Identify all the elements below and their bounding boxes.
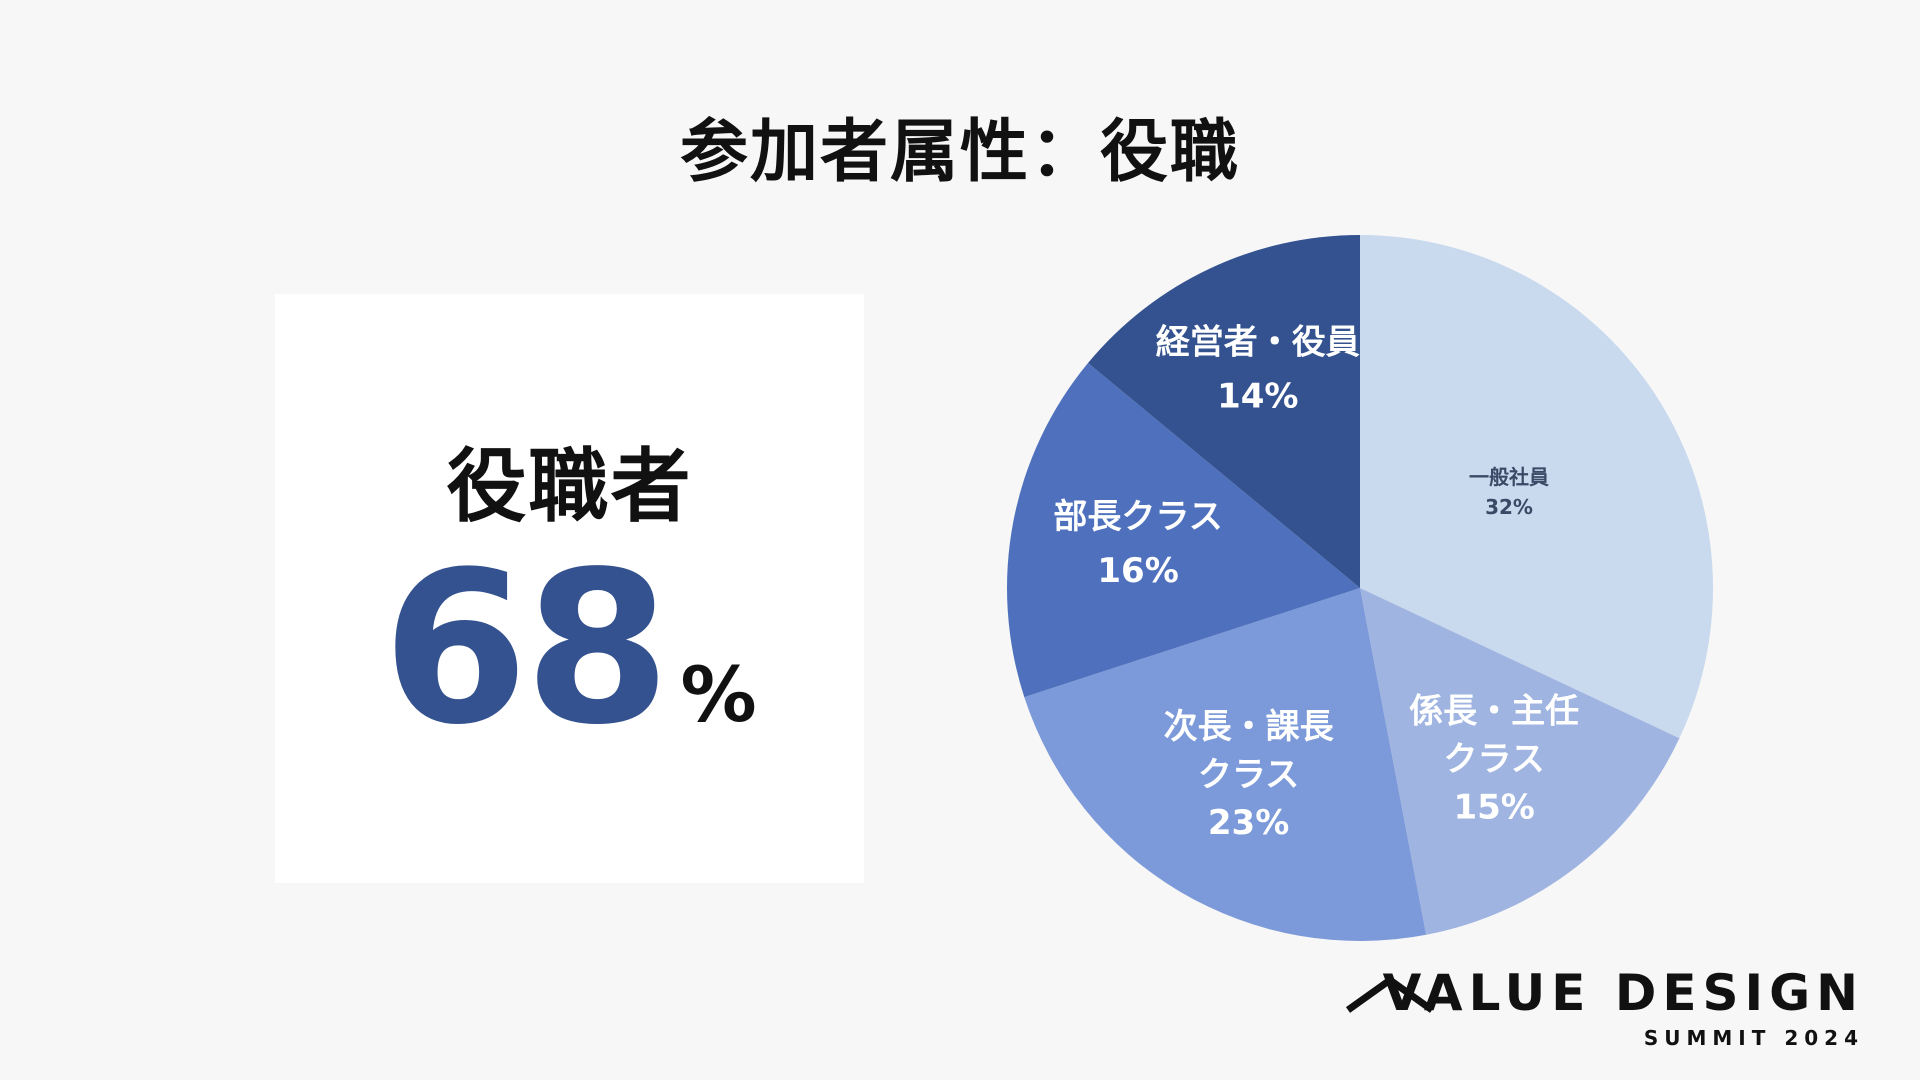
slice-category-label: クラス <box>1443 739 1544 779</box>
pie-slice <box>1024 588 1427 941</box>
slice-category-label: 次長・課長 <box>1164 707 1335 747</box>
stat-number: 68 <box>382 526 670 771</box>
stat-card: 役職者 68% <box>275 294 864 883</box>
pie-slice <box>1360 588 1680 935</box>
stat-value: 68% <box>275 544 864 754</box>
pie-slice <box>1007 362 1360 698</box>
slice-percent-label: 16% <box>1097 551 1178 591</box>
logo-name: VALUE DESIGN <box>1382 964 1864 1022</box>
slice-percent-label: 14% <box>1217 376 1298 416</box>
brand-logo: VALUE DESIGN SUMMIT 2024 <box>1344 964 1864 1054</box>
slice-category-label: クラス <box>1198 755 1299 795</box>
slice-percent-label: 15% <box>1453 787 1534 827</box>
slice-category-label: 部長クラス <box>1053 497 1222 537</box>
logo-subtitle: SUMMIT 2024 <box>1643 1026 1864 1050</box>
slice-category-label: 一般社員 <box>1469 465 1549 489</box>
slice-percent-label: 32% <box>1485 495 1533 519</box>
pie-slice <box>1088 235 1360 588</box>
page-title: 参加者属性：役職 <box>679 113 1240 192</box>
stat-unit: % <box>680 650 757 739</box>
slice-category-label: 係長・主任 <box>1409 691 1579 731</box>
pie-slice <box>1360 235 1713 739</box>
slice-percent-label: 23% <box>1208 803 1289 843</box>
roof-logo-icon <box>1345 975 1435 1013</box>
slice-category-label: 経営者・役員 <box>1156 322 1360 362</box>
stat-label: 役職者 <box>446 440 693 533</box>
